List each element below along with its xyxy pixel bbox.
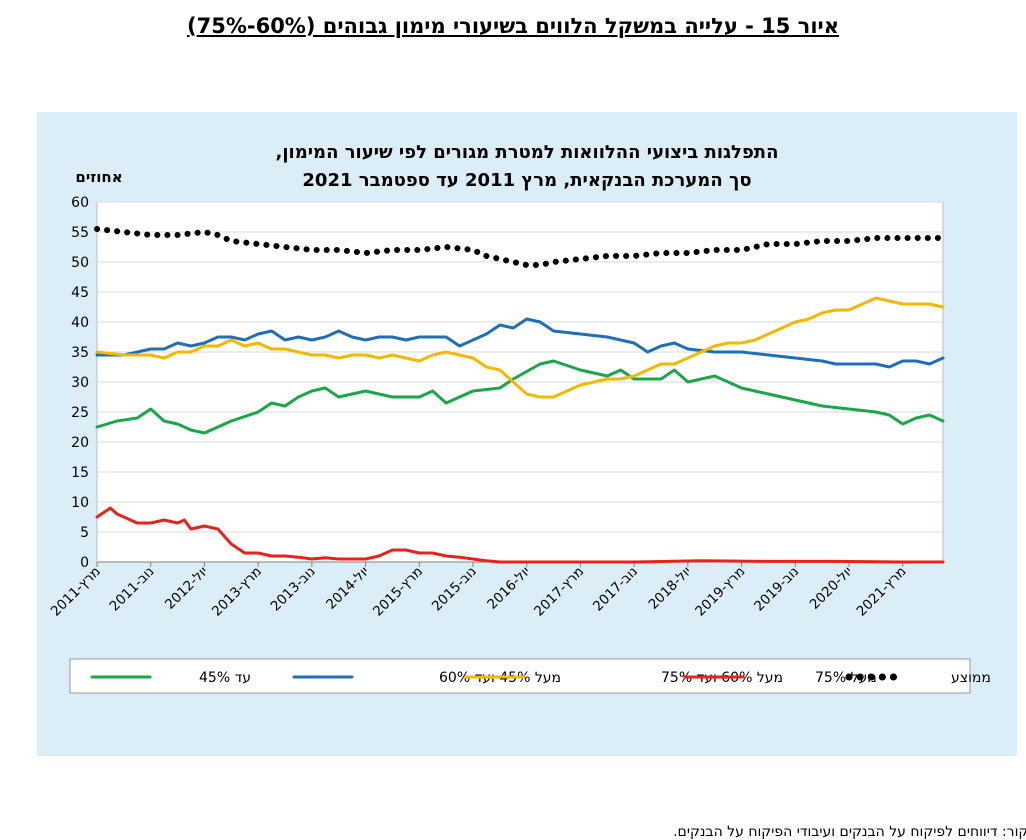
x-tick-label: נוב-2013 <box>268 564 319 615</box>
series-line-4 <box>94 226 946 268</box>
legend-label-0: עד 45% <box>199 670 251 686</box>
chart-title-line1: התפלגות ביצועי ההלוואות למטרת מגורים לפי… <box>276 142 779 163</box>
y-tick-label: 25 <box>71 405 89 421</box>
x-tick-label: יול-2018 <box>645 564 694 613</box>
legend-label-4: ממוצע <box>951 670 991 686</box>
x-tick-label: יול-2014 <box>323 564 372 613</box>
chart-panel: התפלגות ביצועי ההלוואות למטרת מגורים לפי… <box>37 112 1026 840</box>
source-note: המקור: דיווחים לפיקוח על הבנקים ועיבודי … <box>673 824 1026 840</box>
y-tick-label: 0 <box>80 555 89 571</box>
y-tick-label: 55 <box>71 225 89 241</box>
chart-title-line2: סך המערכת הבנקאית, מרץ 2011 עד ספטמבר 20… <box>302 170 751 191</box>
x-tick-label: יול-2012 <box>162 564 211 613</box>
x-tick-label: נוב-2019 <box>751 564 802 615</box>
y-tick-label: 50 <box>71 255 89 271</box>
x-tick-label: מרץ-2015 <box>370 564 426 620</box>
x-tick-label: מרץ-2019 <box>692 564 748 620</box>
figure-title: איור 15 - עלייה במשקל הלווים בשיעורי מימ… <box>186 14 840 38</box>
x-tick-label: יול-2016 <box>484 564 533 613</box>
x-tick-label: מרץ-2013 <box>209 564 265 620</box>
y-axis-label: אחוזים <box>75 168 122 186</box>
y-tick-label: 30 <box>71 375 89 391</box>
x-tick-label: מרץ-2017 <box>531 564 587 620</box>
x-tick-label: נוב-2011 <box>107 564 158 615</box>
y-tick-label: 45 <box>71 285 89 301</box>
y-tick-label: 5 <box>80 525 89 541</box>
series-line-0 <box>95 359 945 435</box>
line-chart: התפלגות ביצועי ההלוואות למטרת מגורים לפי… <box>48 142 991 694</box>
x-tick-label: מרץ-2021 <box>853 564 909 620</box>
y-tick-label: 15 <box>71 465 89 481</box>
y-tick-label: 20 <box>71 435 89 451</box>
x-tick-label: יול-2020 <box>807 564 856 613</box>
y-tick-label: 10 <box>71 495 89 511</box>
x-tick-label: נוב-2017 <box>590 564 641 615</box>
x-tick-label: נוב-2015 <box>429 564 480 615</box>
y-tick-label: 35 <box>71 345 89 361</box>
series-line-1 <box>95 317 945 369</box>
legend: עד 45%מעל 45% ועד 60%מעל 60% ועד 75%מעל … <box>69 658 991 694</box>
series-line-2 <box>95 296 945 399</box>
series-line-3 <box>95 506 945 564</box>
plot-area: 0 5 10 15 20 25 30 35 40 45 50 55 60 מרץ-2011 נוב-2011… <box>48 195 946 620</box>
x-tick-label: מרץ-2011 <box>48 564 104 620</box>
y-tick-label: 40 <box>71 315 89 331</box>
y-tick-label: 60 <box>71 195 89 211</box>
